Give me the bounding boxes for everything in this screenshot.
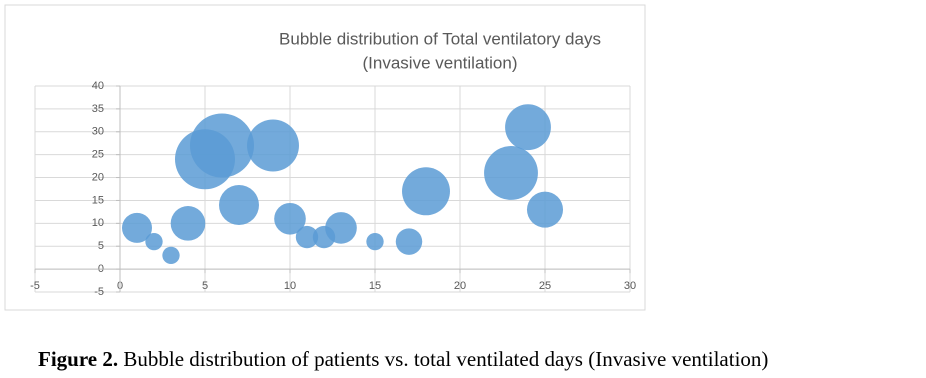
bubble: [395, 228, 423, 255]
bubble: [162, 246, 180, 265]
y-tick-label: 5: [98, 240, 104, 252]
bubble: [505, 104, 551, 151]
x-tick-label: 30: [624, 280, 636, 292]
x-tick-label: 25: [539, 280, 551, 292]
y-tick-label: 15: [92, 194, 104, 206]
bubble: [170, 206, 206, 241]
x-tick-label: 5: [202, 280, 208, 292]
bubble: [189, 113, 255, 178]
chart-title: (Invasive ventilation): [363, 53, 518, 72]
x-tick-label: -5: [30, 280, 40, 292]
bubble: [402, 167, 450, 216]
x-tick-label: 20: [454, 280, 466, 292]
caption: Figure 2. Bubble distribution of patient…: [38, 347, 768, 372]
y-tick-label: 25: [92, 149, 104, 161]
bubble: [247, 119, 299, 172]
x-tick-label: 10: [284, 280, 296, 292]
bubble: [325, 212, 357, 244]
bubble: [526, 191, 564, 228]
y-tick-label: 10: [92, 217, 104, 229]
caption-label: Figure 2.: [38, 347, 119, 371]
bubble: [122, 212, 152, 243]
x-tick-label: 15: [369, 280, 381, 292]
chart-title: Bubble distribution of Total ventilatory…: [279, 29, 601, 48]
y-tick-label: 30: [92, 126, 104, 138]
y-tick-label: 35: [92, 103, 104, 115]
caption-text: Bubble distribution of patients vs. tota…: [118, 347, 769, 371]
y-tick-label: -5: [94, 286, 104, 298]
bubble: [484, 146, 538, 200]
chart: Bubble distribution of Total ventilatory…: [4, 4, 646, 311]
bubble: [366, 232, 384, 251]
y-tick-label: 40: [92, 80, 104, 92]
y-tick-label: 20: [92, 171, 104, 183]
bubble: [274, 202, 306, 235]
bubble: [295, 225, 319, 249]
bubble: [219, 185, 259, 226]
bubble: [145, 232, 163, 251]
chart-frame: [4, 4, 646, 311]
